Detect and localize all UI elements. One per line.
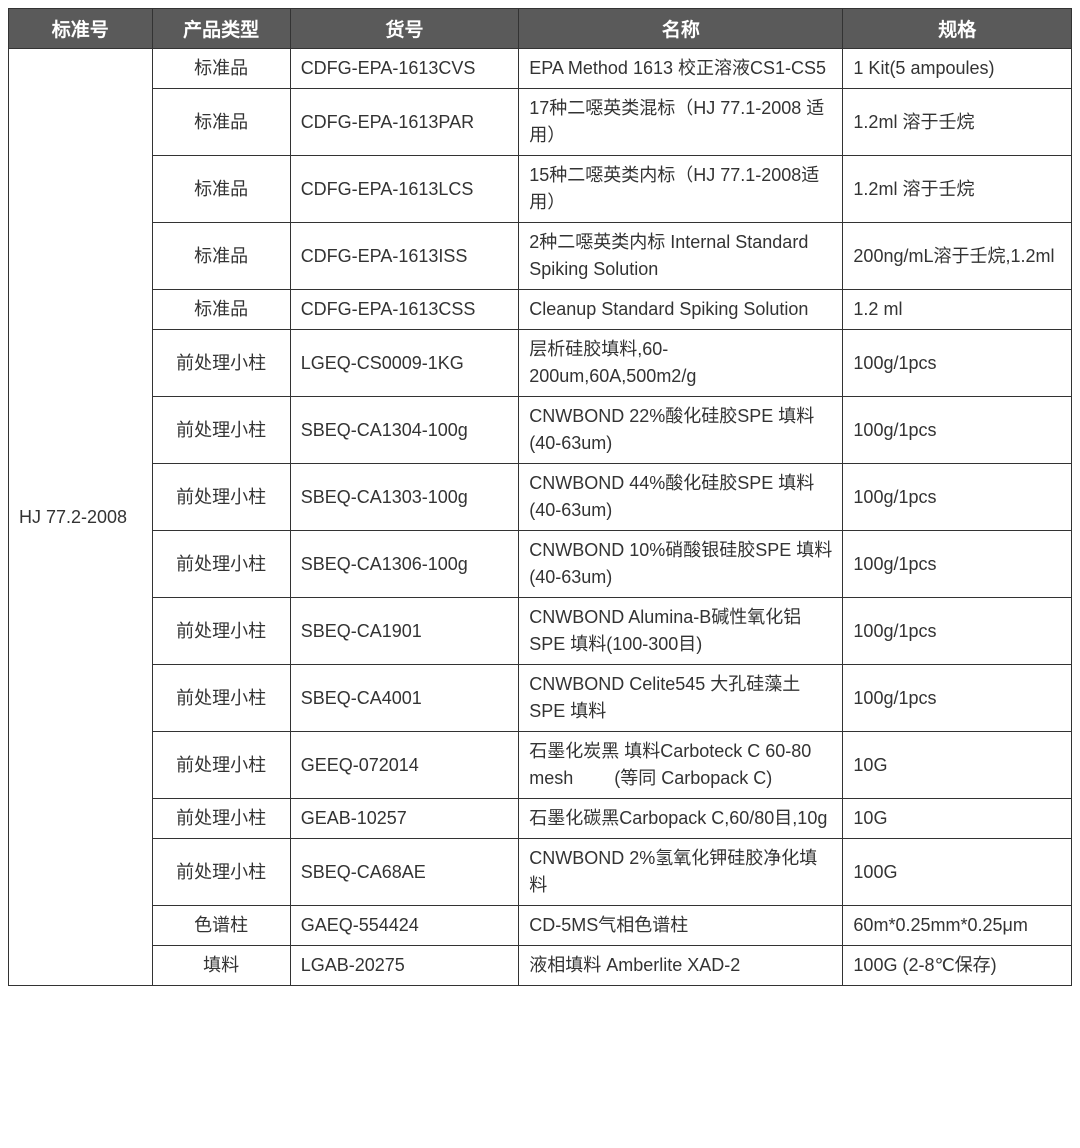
cell-type: 标准品	[152, 156, 290, 223]
header-row: 标准号 产品类型 货号 名称 规格	[9, 9, 1072, 49]
cell-code: GEAB-10257	[290, 799, 519, 839]
table-row: 前处理小柱SBEQ-CA1303-100gCNWBOND 44%酸化硅胶SPE …	[9, 464, 1072, 531]
cell-name: 石墨化炭黑 填料Carboteck C 60-80 mesh (等同 Carbo…	[519, 732, 843, 799]
cell-name: CNWBOND Celite545 大孔硅藻土 SPE 填料	[519, 665, 843, 732]
table-row: 前处理小柱SBEQ-CA1306-100gCNWBOND 10%硝酸银硅胶SPE…	[9, 531, 1072, 598]
table-row: 前处理小柱GEEQ-072014石墨化炭黑 填料Carboteck C 60-8…	[9, 732, 1072, 799]
cell-code: CDFG-EPA-1613CVS	[290, 49, 519, 89]
cell-name: 层析硅胶填料,60-200um,60A,500m2/g	[519, 330, 843, 397]
cell-name: 15种二噁英类内标（HJ 77.1-2008适用）	[519, 156, 843, 223]
cell-name: CNWBOND 22%酸化硅胶SPE 填料(40-63um)	[519, 397, 843, 464]
standard-number-cell: HJ 77.2-2008	[9, 49, 153, 986]
table-row: 标准品CDFG-EPA-1613CSSCleanup Standard Spik…	[9, 290, 1072, 330]
cell-spec: 100g/1pcs	[843, 330, 1072, 397]
table-header: 标准号 产品类型 货号 名称 规格	[9, 9, 1072, 49]
cell-spec: 100g/1pcs	[843, 598, 1072, 665]
cell-spec: 100g/1pcs	[843, 397, 1072, 464]
cell-code: SBEQ-CA4001	[290, 665, 519, 732]
table-row: 前处理小柱SBEQ-CA68AECNWBOND 2%氢氧化钾硅胶净化填料100G	[9, 839, 1072, 906]
header-name: 名称	[519, 9, 843, 49]
cell-spec: 10G	[843, 732, 1072, 799]
cell-spec: 1.2ml 溶于壬烷	[843, 89, 1072, 156]
cell-name: 液相填料 Amberlite XAD-2	[519, 946, 843, 986]
cell-code: LGAB-20275	[290, 946, 519, 986]
table-body: HJ 77.2-2008标准品CDFG-EPA-1613CVSEPA Metho…	[9, 49, 1072, 986]
cell-name: CNWBOND 10%硝酸银硅胶SPE 填料(40-63um)	[519, 531, 843, 598]
cell-type: 前处理小柱	[152, 732, 290, 799]
cell-name: 石墨化碳黑Carbopack C,60/80目,10g	[519, 799, 843, 839]
cell-spec: 1 Kit(5 ampoules)	[843, 49, 1072, 89]
table-row: 前处理小柱SBEQ-CA4001CNWBOND Celite545 大孔硅藻土 …	[9, 665, 1072, 732]
cell-type: 前处理小柱	[152, 665, 290, 732]
cell-name: CNWBOND Alumina-B碱性氧化铝 SPE 填料(100-300目)	[519, 598, 843, 665]
table-row: 前处理小柱GEAB-10257石墨化碳黑Carbopack C,60/80目,1…	[9, 799, 1072, 839]
cell-type: 前处理小柱	[152, 531, 290, 598]
cell-spec: 1.2ml 溶于壬烷	[843, 156, 1072, 223]
cell-code: SBEQ-CA1303-100g	[290, 464, 519, 531]
cell-spec: 200ng/mL溶于壬烷,1.2ml	[843, 223, 1072, 290]
cell-spec: 1.2 ml	[843, 290, 1072, 330]
cell-spec: 100g/1pcs	[843, 531, 1072, 598]
cell-code: SBEQ-CA1306-100g	[290, 531, 519, 598]
cell-code: SBEQ-CA1304-100g	[290, 397, 519, 464]
table-row: 标准品CDFG-EPA-1613ISS2种二噁英类内标 Internal Sta…	[9, 223, 1072, 290]
cell-name: 17种二噁英类混标（HJ 77.1-2008 适用）	[519, 89, 843, 156]
cell-type: 前处理小柱	[152, 464, 290, 531]
cell-name: EPA Method 1613 校正溶液CS1-CS5	[519, 49, 843, 89]
cell-code: CDFG-EPA-1613ISS	[290, 223, 519, 290]
cell-type: 前处理小柱	[152, 799, 290, 839]
cell-spec: 100g/1pcs	[843, 665, 1072, 732]
cell-type: 前处理小柱	[152, 330, 290, 397]
cell-spec: 10G	[843, 799, 1072, 839]
table-row: 前处理小柱SBEQ-CA1304-100gCNWBOND 22%酸化硅胶SPE …	[9, 397, 1072, 464]
cell-code: GEEQ-072014	[290, 732, 519, 799]
cell-type: 前处理小柱	[152, 839, 290, 906]
header-spec: 规格	[843, 9, 1072, 49]
cell-spec: 60m*0.25mm*0.25μm	[843, 906, 1072, 946]
cell-name: CD-5MS气相色谱柱	[519, 906, 843, 946]
cell-code: SBEQ-CA68AE	[290, 839, 519, 906]
cell-spec: 100G (2-8℃保存)	[843, 946, 1072, 986]
cell-name: CNWBOND 44%酸化硅胶SPE 填料(40-63um)	[519, 464, 843, 531]
cell-code: GAEQ-554424	[290, 906, 519, 946]
header-standard: 标准号	[9, 9, 153, 49]
table-row: HJ 77.2-2008标准品CDFG-EPA-1613CVSEPA Metho…	[9, 49, 1072, 89]
cell-type: 前处理小柱	[152, 598, 290, 665]
products-table: 标准号 产品类型 货号 名称 规格 HJ 77.2-2008标准品CDFG-EP…	[8, 8, 1072, 986]
cell-type: 标准品	[152, 49, 290, 89]
cell-type: 前处理小柱	[152, 397, 290, 464]
table-row: 前处理小柱LGEQ-CS0009-1KG层析硅胶填料,60-200um,60A,…	[9, 330, 1072, 397]
cell-type: 标准品	[152, 223, 290, 290]
cell-type: 标准品	[152, 89, 290, 156]
cell-type: 标准品	[152, 290, 290, 330]
table-row: 前处理小柱SBEQ-CA1901CNWBOND Alumina-B碱性氧化铝 S…	[9, 598, 1072, 665]
cell-name: Cleanup Standard Spiking Solution	[519, 290, 843, 330]
cell-type: 色谱柱	[152, 906, 290, 946]
header-code: 货号	[290, 9, 519, 49]
table-row: 填料LGAB-20275液相填料 Amberlite XAD-2100G (2-…	[9, 946, 1072, 986]
header-type: 产品类型	[152, 9, 290, 49]
cell-code: CDFG-EPA-1613CSS	[290, 290, 519, 330]
table-row: 标准品CDFG-EPA-1613LCS15种二噁英类内标（HJ 77.1-200…	[9, 156, 1072, 223]
cell-spec: 100g/1pcs	[843, 464, 1072, 531]
cell-name: CNWBOND 2%氢氧化钾硅胶净化填料	[519, 839, 843, 906]
cell-type: 填料	[152, 946, 290, 986]
cell-code: LGEQ-CS0009-1KG	[290, 330, 519, 397]
cell-code: CDFG-EPA-1613PAR	[290, 89, 519, 156]
cell-spec: 100G	[843, 839, 1072, 906]
table-row: 色谱柱GAEQ-554424CD-5MS气相色谱柱60m*0.25mm*0.25…	[9, 906, 1072, 946]
table-row: 标准品CDFG-EPA-1613PAR17种二噁英类混标（HJ 77.1-200…	[9, 89, 1072, 156]
cell-code: SBEQ-CA1901	[290, 598, 519, 665]
cell-code: CDFG-EPA-1613LCS	[290, 156, 519, 223]
cell-name: 2种二噁英类内标 Internal Standard Spiking Solut…	[519, 223, 843, 290]
